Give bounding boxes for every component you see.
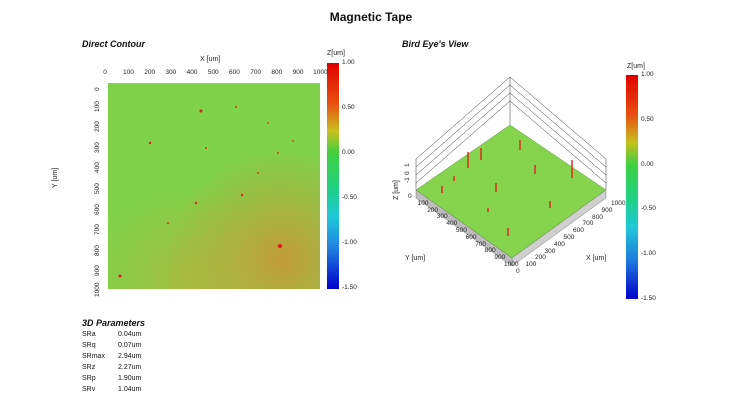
birdseye-x-axis-label: X [um] — [586, 255, 607, 262]
contour-y-tick: 300 — [94, 141, 101, 153]
contour-x-tick: 100 — [123, 69, 134, 76]
contour-section-title: Direct Contour — [82, 39, 145, 49]
birdseye-x-tick: 1000 — [611, 200, 626, 207]
birdseye-x-tick: 100 — [525, 261, 537, 269]
birdseye-x-tick: 300 — [544, 247, 556, 255]
contour-y-tick: 100 — [94, 100, 101, 112]
contour-y-tick: 400 — [94, 162, 101, 174]
birdseye-surface — [415, 124, 607, 259]
parameter-row: SRa 0.04um — [82, 331, 202, 338]
contour-warm-region-2 — [108, 83, 320, 289]
birdseye-x-tick: 500 — [563, 234, 575, 241]
contour-colorbar-tick: -1.50 — [342, 284, 357, 291]
birdseye-side-left — [415, 189, 513, 267]
birdseye-y-tick: 700 — [475, 240, 487, 248]
birdseye-y-tick: 800 — [484, 247, 496, 255]
birdseye-colorbar — [626, 75, 638, 299]
contour-colorbar-tick: 0.50 — [342, 104, 355, 111]
contour-x-tick: 1000 — [313, 69, 328, 76]
parameter-name: SRq — [82, 342, 96, 349]
contour-colorbar-tick: -1.00 — [342, 239, 357, 246]
contour-colorbar-tick: -0.50 — [342, 194, 357, 201]
contour-map — [108, 83, 320, 289]
contour-colorbar-tick: 0.00 — [342, 149, 355, 156]
birdseye-x-tick: 800 — [592, 213, 603, 221]
birdseye-z-tick: 1 — [404, 163, 411, 167]
birdseye-colorbar-tick: 0.50 — [641, 115, 654, 123]
birdseye-view — [415, 76, 607, 267]
contour-x-tick: 0 — [103, 69, 107, 76]
parameter-value: 2.27um — [118, 364, 142, 371]
birdseye-y-axis-label: Y [um] — [405, 255, 426, 262]
contour-x-tick: 300 — [165, 69, 177, 76]
parameter-row: SRp 1.90um — [82, 375, 202, 382]
contour-x-tick: 800 — [271, 69, 283, 76]
contour-x-tick: 600 — [229, 69, 240, 76]
contour-x-tick: 200 — [144, 69, 156, 76]
contour-colorbar — [327, 63, 339, 289]
birdseye-x-tick: 400 — [554, 240, 565, 248]
birdseye-x-tick: 600 — [573, 227, 584, 235]
birdseye-x-tick: 200 — [535, 254, 546, 262]
parameter-value: 2.94um — [118, 353, 142, 360]
contour-colorbar-title: Z[um] — [327, 50, 345, 57]
contour-y-tick: 900 — [94, 265, 101, 277]
parameter-name: SRp — [82, 375, 96, 382]
page-title: Magnetic Tape — [329, 10, 413, 24]
birdseye-x-tick: 900 — [601, 206, 613, 214]
birdseye-colorbar-tick: 0.00 — [641, 160, 654, 168]
birdseye-y-tick: 1000 — [504, 261, 519, 268]
parameter-row: SRz 2.27um — [82, 364, 202, 371]
birdseye-y-tick: 100 — [417, 199, 429, 207]
birdseye-y-tick: 900 — [494, 254, 506, 262]
parameter-name: SRv — [82, 386, 96, 393]
contour-x-tick: 400 — [186, 69, 198, 76]
birdseye-y-tick: 600 — [465, 233, 477, 241]
parameter-value: 1.90um — [118, 375, 142, 382]
parameter-row: SRq 0.07um — [82, 342, 202, 349]
birdseye-colorbar-tick: 1.00 — [641, 71, 654, 78]
birdseye-colorbar-tick: -1.00 — [641, 250, 656, 258]
birdseye-y-tick: 0 — [408, 193, 412, 200]
birdseye-x-tick: 700 — [582, 220, 594, 228]
birdseye-y-tick: 400 — [446, 220, 458, 228]
parameter-value: 0.07um — [118, 342, 142, 349]
contour-x-tick: 500 — [207, 69, 219, 76]
contour-y-tick: 0 — [94, 87, 101, 91]
parameter-name: SRa — [82, 331, 96, 338]
contour-y-tick: 800 — [94, 244, 101, 256]
parameter-row: SRmax 2.94um — [82, 353, 202, 360]
contour-y-tick: 1000 — [94, 282, 101, 297]
birdseye-z-axis-label: Z [um] — [393, 180, 400, 200]
birdseye-colorbar-tick: -0.50 — [641, 205, 656, 213]
birdseye-y-tick: 300 — [436, 213, 448, 221]
contour-x-tick: 700 — [250, 69, 262, 76]
parameter-name: SRz — [82, 364, 96, 371]
parameter-value: 0.04um — [118, 331, 142, 338]
birdseye-z-tick: 0 — [404, 171, 411, 175]
parameter-row: SRv 1.04um — [82, 386, 202, 393]
contour-y-tick: 500 — [94, 183, 101, 194]
birdseye-peaks — [441, 140, 573, 236]
birdseye-section-title: Bird Eye's View — [402, 39, 469, 49]
birdseye-y-tick: 500 — [456, 227, 467, 234]
contour-x-tick: 900 — [292, 69, 304, 76]
contour-y-axis-label: Y [um] — [52, 167, 59, 188]
contour-y-tick: 200 — [94, 121, 101, 133]
birdseye-walls — [415, 76, 607, 190]
contour-y-tick: 700 — [94, 224, 101, 236]
parameters-title: 3D Parameters — [82, 318, 146, 328]
parameter-value: 1.04um — [118, 386, 142, 393]
contour-y-tick: 600 — [94, 203, 101, 215]
parameter-name: SRmax — [82, 353, 105, 360]
birdseye-colorbar-tick: -1.50 — [641, 295, 656, 302]
birdseye-y-tick: 200 — [427, 206, 439, 214]
contour-colorbar-tick: 1.00 — [342, 59, 355, 66]
birdseye-colorbar-title: Z[um] — [627, 63, 645, 70]
birdseye-z-tick: -1 — [404, 177, 411, 183]
birdseye-x-tick: 0 — [516, 268, 520, 275]
contour-peaks — [118, 106, 294, 278]
contour-x-axis-label: X [um] — [200, 56, 221, 63]
